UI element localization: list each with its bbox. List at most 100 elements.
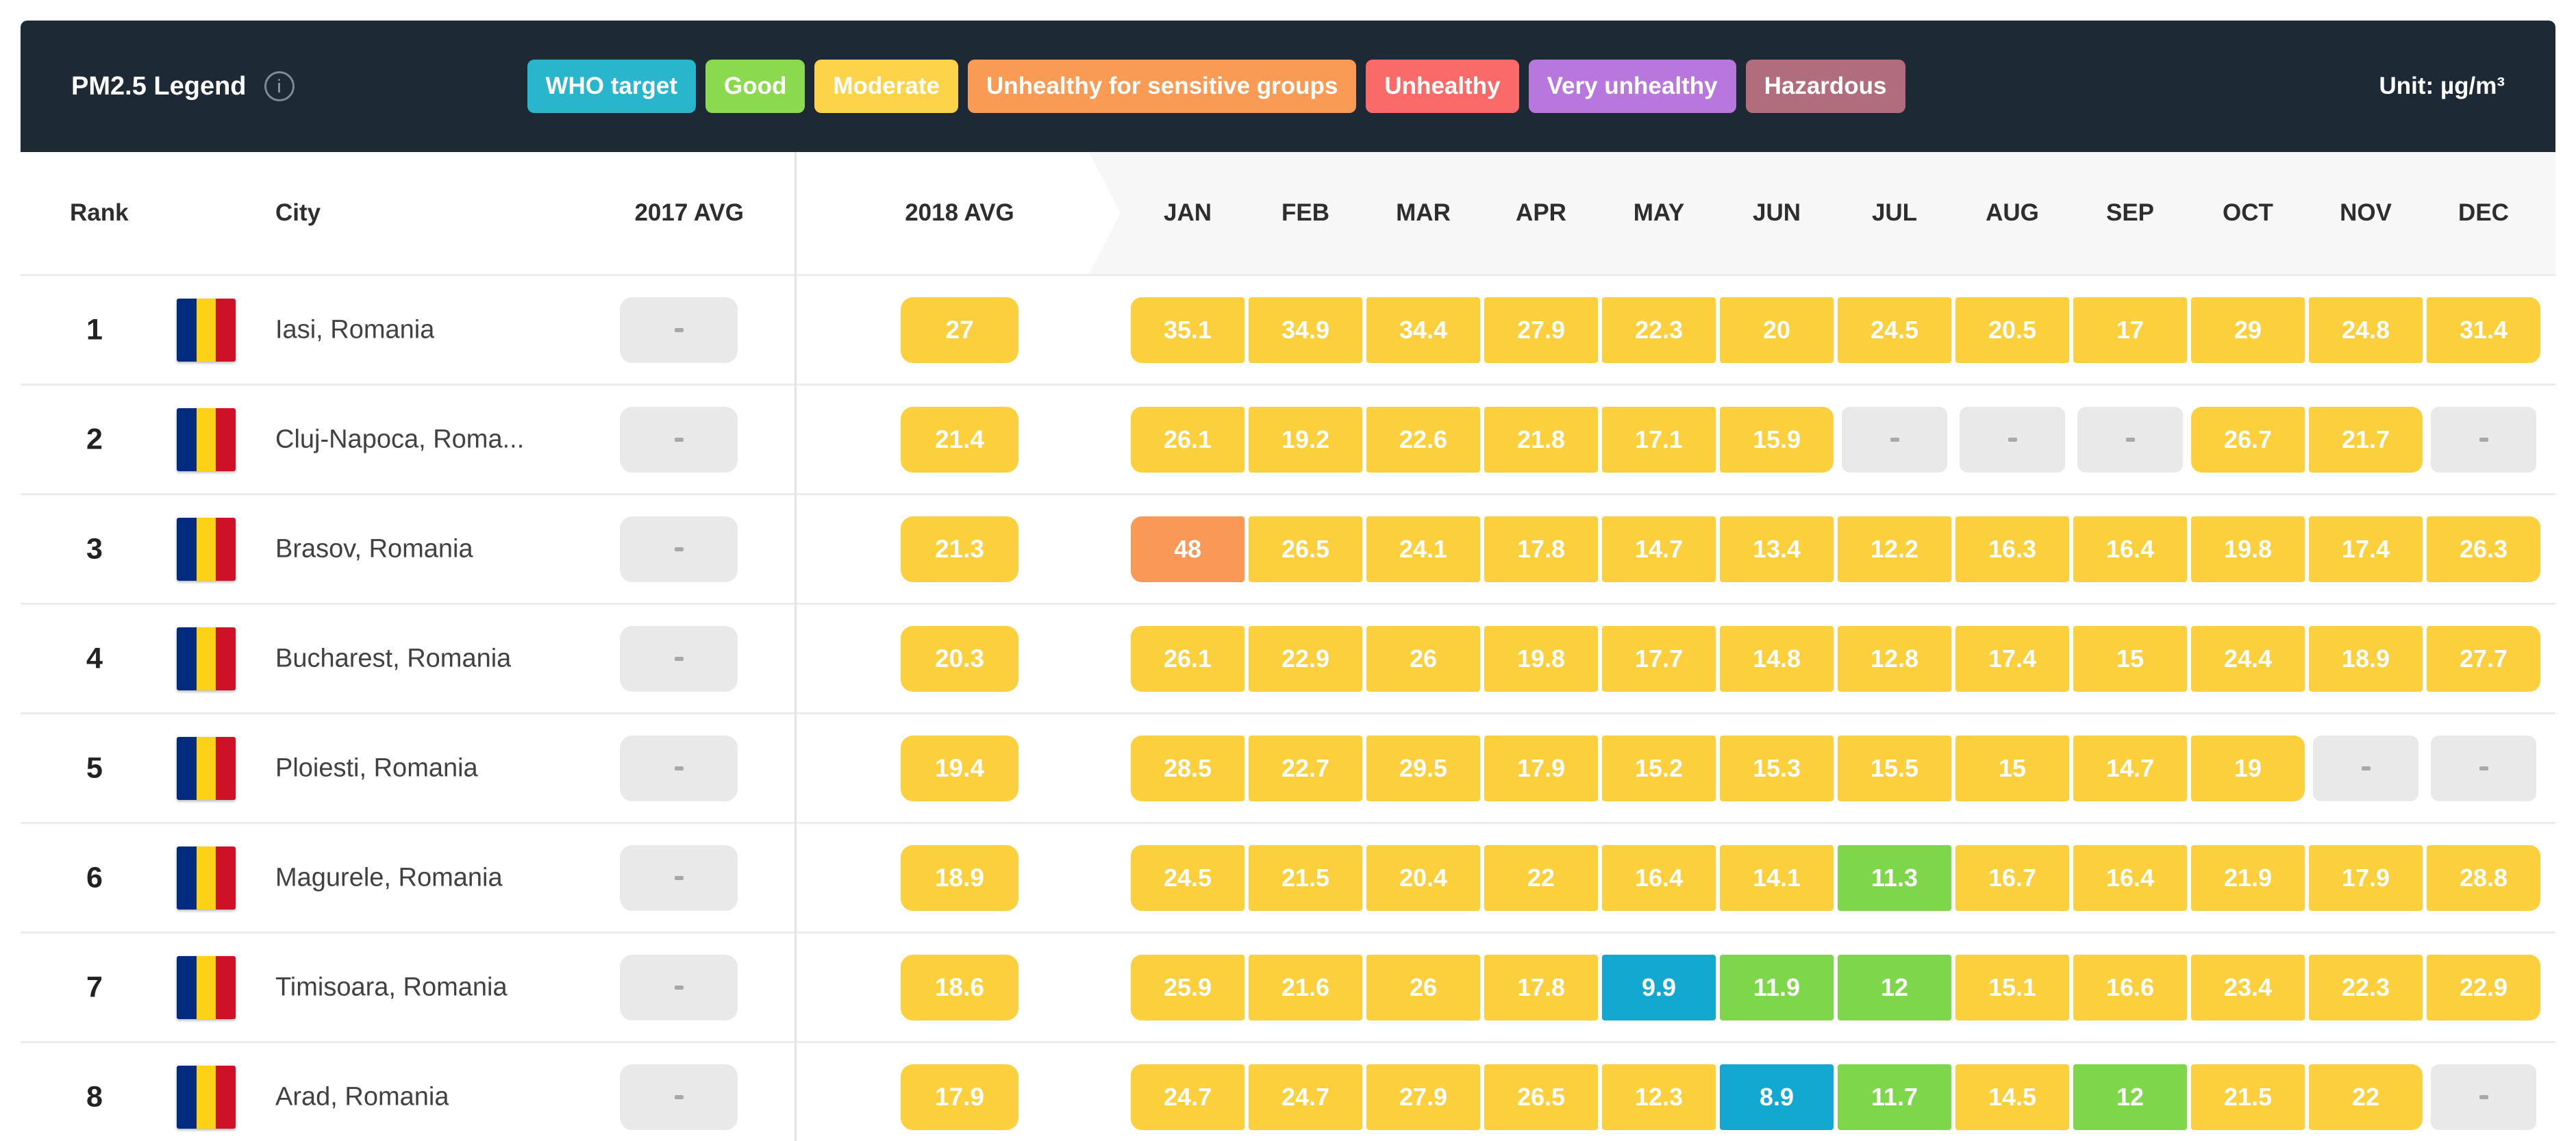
month-value-cell[interactable]: 28.5 <box>1131 735 1245 801</box>
month-value-cell[interactable]: 22.3 <box>2309 954 2423 1020</box>
month-value-cell[interactable]: 17.8 <box>1484 516 1598 582</box>
city-name[interactable]: Iasi, Romania <box>275 315 435 344</box>
month-value-cell[interactable]: 14.7 <box>2073 735 2187 801</box>
month-value-cell[interactable] <box>1960 406 2065 473</box>
month-value-cell[interactable]: 26.1 <box>1131 625 1245 692</box>
city-name[interactable]: Bucharest, Romania <box>275 644 512 673</box>
month-value-cell[interactable]: 22.3 <box>1602 297 1716 363</box>
month-header[interactable]: FEB <box>1281 199 1329 226</box>
column-header-rank[interactable]: Rank <box>70 199 129 226</box>
month-value-cell[interactable]: 16.4 <box>1602 844 1716 911</box>
month-value-cell[interactable]: 12 <box>1838 954 1951 1020</box>
month-value-cell[interactable]: 16.4 <box>2073 844 2187 911</box>
month-value-cell[interactable]: 20 <box>1720 297 1834 363</box>
month-value-cell[interactable]: 16.7 <box>1955 844 2069 911</box>
legend-badge[interactable]: Very unhealthy <box>1528 60 1736 113</box>
month-value-cell[interactable]: 15.3 <box>1720 735 1834 801</box>
table-row[interactable]: 4 Bucharest, Romania 20.3 26.1 22.9 26 19.8… <box>21 603 2555 712</box>
month-value-cell[interactable]: 27.9 <box>1484 297 1598 363</box>
month-value-cell[interactable]: 26.5 <box>1484 1064 1598 1130</box>
city-name[interactable]: Arad, Romania <box>275 1082 449 1111</box>
month-value-cell[interactable]: 24.4 <box>2191 625 2305 692</box>
table-row[interactable]: 7 Timisoara, Romania 18.6 25.9 21.6 26 17.8… <box>21 931 2555 1041</box>
month-value-cell[interactable]: 21.5 <box>2191 1064 2305 1130</box>
month-value-cell[interactable]: 17.1 <box>1602 406 1716 473</box>
month-value-cell[interactable]: 19.8 <box>1484 625 1598 692</box>
month-value-cell[interactable]: 22.6 <box>1366 406 1480 473</box>
month-value-cell[interactable]: 26 <box>1366 954 1480 1020</box>
month-value-cell[interactable] <box>1842 406 1947 473</box>
month-value-cell[interactable]: 24.5 <box>1838 297 1951 363</box>
month-value-cell[interactable]: 12 <box>2073 1064 2187 1130</box>
info-icon[interactable]: i <box>264 71 295 101</box>
city-name[interactable]: Ploiesti, Romania <box>275 753 478 782</box>
month-value-cell[interactable]: 19.2 <box>1249 406 1362 473</box>
month-value-cell[interactable]: 22 <box>2309 1064 2423 1130</box>
month-value-cell[interactable]: 27.9 <box>1366 1064 1480 1130</box>
month-value-cell[interactable]: 8.9 <box>1720 1064 1834 1130</box>
month-value-cell[interactable]: 14.1 <box>1720 844 1834 911</box>
month-value-cell[interactable]: 29.5 <box>1366 735 1480 801</box>
legend-badge[interactable]: Unhealthy <box>1366 60 1519 113</box>
month-value-cell[interactable]: 15.9 <box>1720 406 1834 473</box>
month-value-cell[interactable]: 16.4 <box>2073 516 2187 582</box>
month-value-cell[interactable] <box>2077 406 2183 473</box>
month-value-cell[interactable]: 29 <box>2191 297 2305 363</box>
month-value-cell[interactable] <box>2431 406 2536 473</box>
month-value-cell[interactable]: 13.4 <box>1720 516 1834 582</box>
table-row[interactable]: 2 Cluj-Napoca, Roma... 21.4 26.1 19.2 22.6… <box>21 384 2555 493</box>
month-value-cell[interactable]: 12.8 <box>1838 625 1951 692</box>
month-value-cell[interactable]: 15 <box>2073 625 2187 692</box>
month-value-cell[interactable]: 21.8 <box>1484 406 1598 473</box>
month-value-cell[interactable]: 21.6 <box>1249 954 1362 1020</box>
month-value-cell[interactable]: 26.3 <box>2427 516 2540 582</box>
month-value-cell[interactable]: 17 <box>2073 297 2187 363</box>
month-value-cell[interactable]: 17.4 <box>1955 625 2069 692</box>
city-name[interactable]: Brasov, Romania <box>275 534 473 563</box>
month-value-cell[interactable]: 28.8 <box>2427 844 2540 911</box>
month-header[interactable]: OCT <box>2223 199 2273 226</box>
month-value-cell[interactable]: 16.3 <box>1955 516 2069 582</box>
month-header[interactable]: JAN <box>1163 199 1212 226</box>
legend-badge[interactable]: Unhealthy for sensitive groups <box>967 60 1357 113</box>
month-value-cell[interactable]: 24.8 <box>2309 297 2423 363</box>
month-value-cell[interactable]: 21.5 <box>1249 844 1362 911</box>
month-value-cell[interactable]: 24.5 <box>1131 844 1245 911</box>
month-value-cell[interactable]: 24.7 <box>1131 1064 1245 1130</box>
month-value-cell[interactable]: 24.1 <box>1366 516 1480 582</box>
month-value-cell[interactable]: 14.5 <box>1955 1064 2069 1130</box>
month-value-cell[interactable]: 26 <box>1366 625 1480 692</box>
month-value-cell[interactable]: 15.2 <box>1602 735 1716 801</box>
column-header-2018-avg[interactable]: 2018 AVG <box>905 199 1014 226</box>
month-value-cell[interactable]: 14.8 <box>1720 625 1834 692</box>
month-value-cell[interactable]: 23.4 <box>2191 954 2305 1020</box>
month-value-cell[interactable]: 31.4 <box>2427 297 2540 363</box>
month-value-cell[interactable]: 17.9 <box>1484 735 1598 801</box>
month-value-cell[interactable]: 34.9 <box>1249 297 1362 363</box>
month-header[interactable]: MAR <box>1396 199 1451 226</box>
table-row[interactable]: 6 Magurele, Romania 18.9 24.5 21.5 20.4 22 1… <box>21 822 2555 931</box>
month-header[interactable]: JUN <box>1752 199 1801 226</box>
month-header[interactable]: NOV <box>2340 199 2392 226</box>
month-value-cell[interactable]: 9.9 <box>1602 954 1716 1020</box>
month-value-cell[interactable]: 15.5 <box>1838 735 1951 801</box>
table-row[interactable]: 1 Iasi, Romania 27 35.1 34.9 34.4 27.9 22.3 2… <box>21 274 2555 384</box>
table-row[interactable]: 8 Arad, Romania 17.9 24.7 24.7 27.9 26.5 12.… <box>21 1041 2555 1141</box>
month-value-cell[interactable]: 17.7 <box>1602 625 1716 692</box>
column-header-city[interactable]: City <box>275 199 321 226</box>
legend-badge[interactable]: Good <box>705 60 805 113</box>
month-value-cell[interactable]: 20.4 <box>1366 844 1480 911</box>
city-name[interactable]: Cluj-Napoca, Roma... <box>275 425 525 453</box>
month-value-cell[interactable]: 11.3 <box>1838 844 1951 911</box>
month-value-cell[interactable]: 22 <box>1484 844 1598 911</box>
month-value-cell[interactable]: 27.7 <box>2427 625 2540 692</box>
month-value-cell[interactable]: 24.7 <box>1249 1064 1362 1130</box>
month-value-cell[interactable]: 26.7 <box>2191 406 2305 473</box>
month-value-cell[interactable]: 22.9 <box>1249 625 1362 692</box>
month-value-cell[interactable]: 26.5 <box>1249 516 1362 582</box>
table-row[interactable]: 5 Ploiesti, Romania 19.4 28.5 22.7 29.5 17.… <box>21 712 2555 822</box>
city-name[interactable]: Timisoara, Romania <box>275 973 508 1001</box>
month-value-cell[interactable]: 25.9 <box>1131 954 1245 1020</box>
month-value-cell[interactable]: 19 <box>2191 735 2305 801</box>
month-value-cell[interactable]: 17.4 <box>2309 516 2423 582</box>
